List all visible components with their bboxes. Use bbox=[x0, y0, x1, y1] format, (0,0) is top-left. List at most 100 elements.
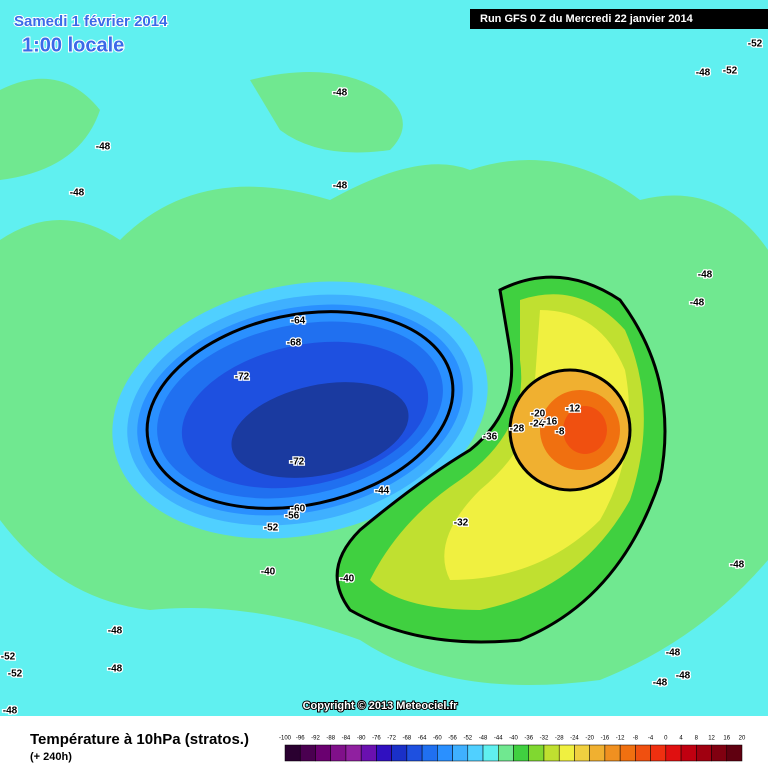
legend-label: 12 bbox=[708, 736, 715, 742]
contour-label: -48 bbox=[333, 88, 348, 99]
legend-swatch bbox=[452, 744, 469, 762]
contour-label: -24 bbox=[530, 419, 545, 430]
legend-label: -40 bbox=[509, 736, 518, 742]
legend-label: 4 bbox=[679, 736, 683, 742]
legend-label: -48 bbox=[479, 736, 488, 742]
contour-label: -56 bbox=[285, 511, 300, 522]
contour-label: -20 bbox=[531, 409, 546, 420]
zone bbox=[0, 78, 100, 180]
run: Run GFS 0 Z du Mercredi 22 janvier 2014 bbox=[480, 13, 694, 25]
legend-label: -32 bbox=[540, 736, 549, 742]
legend-swatch bbox=[665, 744, 682, 762]
legend-label: -20 bbox=[585, 736, 594, 742]
contour-label: -48 bbox=[108, 626, 123, 637]
legend-label: -72 bbox=[387, 736, 396, 742]
contour-label: -48 bbox=[653, 678, 668, 689]
contour bbox=[145, 310, 455, 510]
legend-swatch bbox=[513, 744, 529, 762]
legend-label: -64 bbox=[418, 736, 427, 742]
legend-swatch bbox=[589, 744, 606, 762]
legend-swatch bbox=[406, 744, 423, 762]
zone bbox=[231, 382, 409, 478]
legend-label: -68 bbox=[403, 736, 412, 742]
legend-label: -52 bbox=[463, 736, 472, 742]
legend-label: -24 bbox=[570, 736, 579, 742]
contour-label: -48 bbox=[96, 142, 111, 153]
legend-label: -36 bbox=[524, 736, 533, 742]
contour-label: -12 bbox=[566, 404, 581, 415]
copyright: Copyright © 2013 Meteociel.fr bbox=[303, 700, 459, 712]
legend-swatch bbox=[284, 744, 301, 762]
legend-swatch bbox=[437, 744, 453, 762]
legend-swatch bbox=[604, 744, 621, 762]
legend-swatch bbox=[543, 744, 560, 762]
legend-label: -100 bbox=[279, 736, 292, 742]
legend-label: -12 bbox=[616, 736, 625, 742]
contour-label: -48 bbox=[333, 181, 348, 192]
legend-label: -88 bbox=[326, 736, 335, 742]
contour-label: -36 bbox=[483, 432, 498, 443]
contour-label: -52 bbox=[748, 39, 763, 50]
contour-label: -8 bbox=[556, 427, 565, 438]
legend-swatch bbox=[360, 744, 377, 762]
date: Samedi 1 février 2014 bbox=[14, 13, 168, 30]
legend-label: -28 bbox=[555, 736, 564, 742]
zone bbox=[250, 72, 403, 153]
legend-label: -60 bbox=[433, 736, 442, 742]
contour-label: -48 bbox=[730, 560, 745, 571]
contour-label: -40 bbox=[261, 567, 276, 578]
legend-swatch bbox=[574, 744, 590, 762]
contour-label: -16 bbox=[543, 417, 558, 428]
legend-swatch bbox=[711, 744, 728, 762]
contour-label: -52 bbox=[1, 652, 16, 663]
legend-swatch bbox=[482, 744, 499, 762]
legend-label: -84 bbox=[342, 736, 351, 742]
legend-swatch bbox=[726, 744, 743, 762]
run-box bbox=[470, 9, 768, 29]
legend-label: 0 bbox=[664, 736, 668, 742]
legend-label: -76 bbox=[372, 736, 381, 742]
legend-swatch bbox=[680, 744, 697, 762]
legend-swatch bbox=[619, 744, 636, 762]
contour-labels: -52 -48 -48 -48 -48 -48 -52 -48 -48 -64 -68 -72 -72 -… bbox=[0, 37, 764, 718]
contour-label: -48 bbox=[666, 648, 681, 659]
footer-title: Température à 10hPa (stratos.) bbox=[30, 731, 249, 748]
contour-label: -72 bbox=[235, 372, 250, 383]
contour-label: -48 bbox=[696, 68, 711, 79]
contour-label: -52 bbox=[723, 66, 738, 77]
contour-label: -48 bbox=[3, 706, 18, 717]
legend-label: 8 bbox=[695, 736, 699, 742]
contour-label: -40 bbox=[340, 574, 355, 585]
legend-swatch bbox=[467, 744, 484, 762]
legend-label: -56 bbox=[448, 736, 457, 742]
contour-label: -68 bbox=[287, 338, 302, 349]
contour-label: -48 bbox=[108, 664, 123, 675]
contour-label: -52 bbox=[8, 669, 23, 680]
contour-label: -52 bbox=[264, 523, 279, 534]
legend-swatch bbox=[315, 744, 331, 762]
contour-label: -72 bbox=[290, 457, 305, 468]
contour-label: -60 bbox=[291, 504, 306, 515]
legend-swatch bbox=[498, 744, 514, 762]
contour-label: -64 bbox=[291, 316, 306, 327]
time: 1:00 locale bbox=[22, 34, 124, 56]
legend-label: -80 bbox=[357, 736, 366, 742]
legend-swatch bbox=[528, 744, 545, 762]
legend-swatch bbox=[299, 744, 316, 762]
legend-label: 20 bbox=[739, 736, 746, 742]
contour-label: -48 bbox=[70, 188, 85, 199]
legend-label: 16 bbox=[723, 736, 730, 742]
legend-swatch bbox=[421, 744, 438, 762]
legend-label: -92 bbox=[311, 736, 320, 742]
legend-swatch bbox=[391, 744, 408, 762]
legend-swatch bbox=[650, 744, 667, 762]
contour-label: -48 bbox=[690, 298, 705, 309]
legend-label: -4 bbox=[648, 736, 654, 742]
contour-label: -48 bbox=[698, 270, 713, 281]
contour-label: -32 bbox=[454, 518, 469, 529]
contour-label: -44 bbox=[375, 486, 390, 497]
footer-lead: (+ 240h) bbox=[30, 751, 72, 763]
contour-label: -28 bbox=[510, 424, 525, 435]
legend-label: -16 bbox=[601, 736, 610, 742]
